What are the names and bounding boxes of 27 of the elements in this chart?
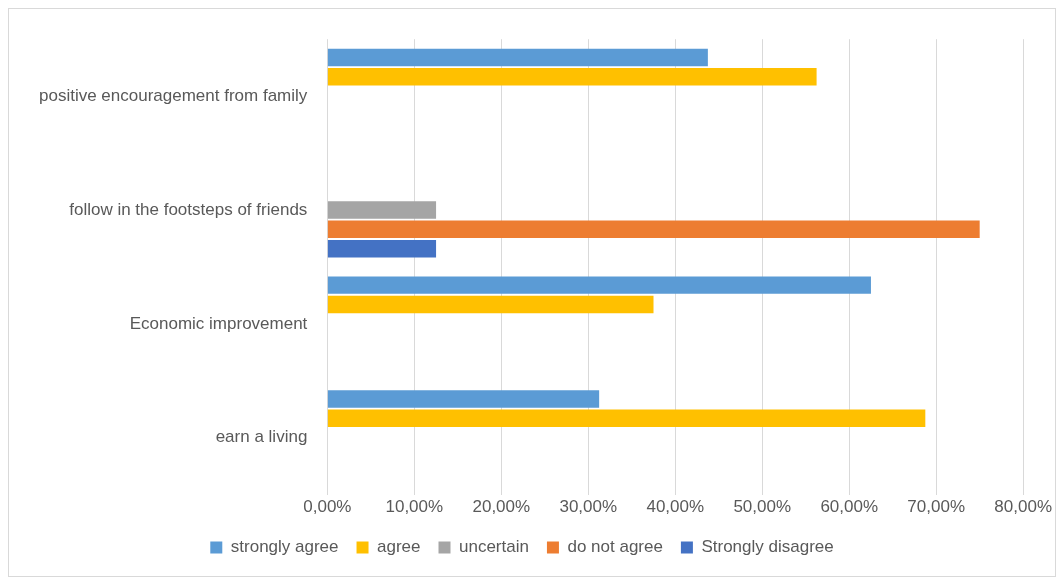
legend-label: agree xyxy=(377,537,421,557)
legend-label: strongly agree xyxy=(230,537,339,557)
y-tick-label: positive encouragement from family xyxy=(39,85,308,105)
bar xyxy=(327,276,871,294)
y-tick-label: follow in the footsteps of friends xyxy=(69,199,308,219)
x-tick-label: 0,00% xyxy=(303,497,352,517)
bar xyxy=(327,295,654,314)
x-tick-label: 60,00% xyxy=(820,497,879,517)
x-tick-label: 30,00% xyxy=(559,497,618,517)
legend-label: do not agree xyxy=(567,537,663,557)
legend-label: Strongly disagree xyxy=(701,537,834,557)
bar xyxy=(327,239,437,258)
y-tick-label: Economic improvement xyxy=(129,313,308,333)
x-tick-label: 80,00% xyxy=(994,497,1053,517)
x-tick-label: 10,00% xyxy=(385,497,444,517)
bar xyxy=(327,390,600,408)
bar xyxy=(327,409,926,428)
bar xyxy=(327,48,708,67)
x-tick-label: 40,00% xyxy=(646,497,705,517)
x-tick-label: 70,00% xyxy=(907,497,966,517)
y-tick-label: earn a living xyxy=(215,427,308,447)
bar xyxy=(327,201,437,219)
legend-label: uncertain xyxy=(459,537,529,557)
x-tick-label: 50,00% xyxy=(733,497,792,517)
x-tick-label: 20,00% xyxy=(472,497,531,517)
bar xyxy=(327,68,817,86)
bar xyxy=(327,220,980,239)
